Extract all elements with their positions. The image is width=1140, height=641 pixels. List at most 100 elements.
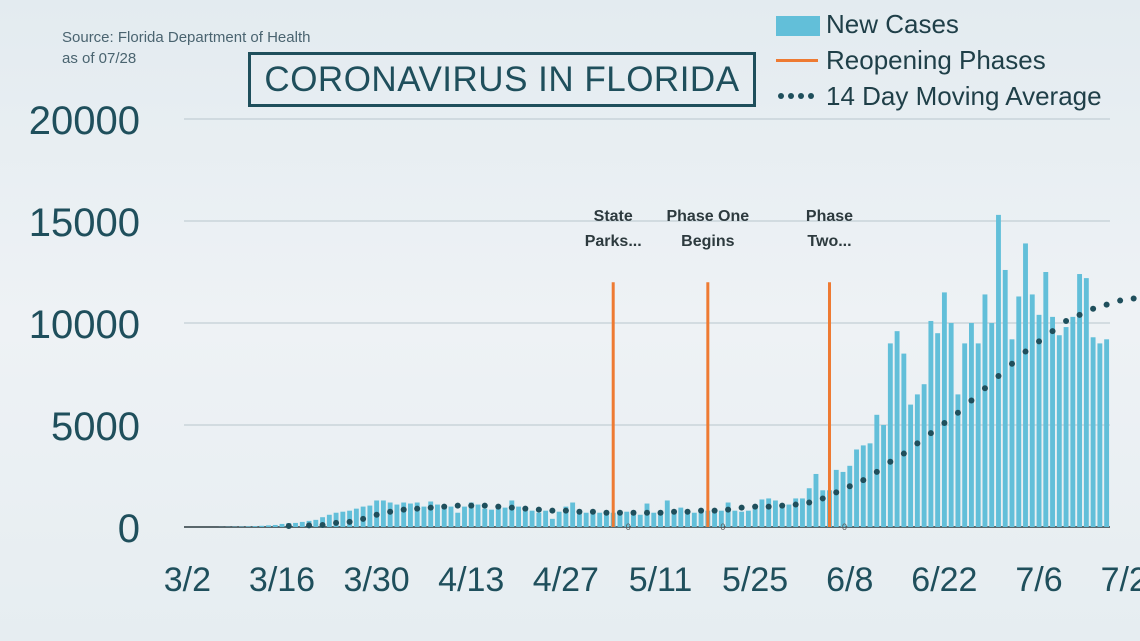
line-swatch-icon	[776, 47, 820, 73]
avg-point	[576, 508, 583, 515]
bar	[928, 320, 934, 527]
bar	[502, 507, 508, 527]
x-tick-label: 3/16	[249, 561, 315, 599]
bar	[576, 511, 582, 527]
y-tick-label: 20000	[29, 99, 140, 143]
dots-swatch-icon	[776, 83, 820, 109]
phase-label: Phase One	[666, 208, 749, 225]
y-tick-label: 5000	[51, 405, 140, 449]
bar	[617, 511, 623, 527]
avg-point	[1103, 301, 1110, 308]
avg-point	[833, 489, 840, 496]
bar	[340, 511, 346, 527]
avg-point	[779, 502, 786, 509]
bar	[1077, 274, 1083, 527]
avg-point	[657, 509, 664, 516]
bar	[1070, 316, 1076, 527]
bar	[779, 506, 785, 527]
avg-point	[846, 483, 853, 490]
bar	[394, 504, 400, 527]
bar	[1016, 296, 1022, 527]
bar	[631, 510, 636, 527]
avg-point	[414, 505, 421, 512]
avg-point	[1049, 328, 1056, 335]
bar	[962, 343, 968, 527]
bar	[712, 512, 718, 527]
bar	[293, 522, 298, 527]
bar	[698, 508, 704, 527]
bar	[935, 333, 941, 527]
chart-title: CORONAVIRUS IN FLORIDA	[248, 52, 756, 107]
bar	[941, 292, 947, 527]
y-tick-label: 0	[118, 507, 140, 551]
avg-point	[914, 440, 921, 447]
avg-point	[1036, 338, 1043, 345]
source-line: Source: Florida Department of Health	[62, 29, 311, 46]
bar	[604, 513, 609, 527]
avg-point	[806, 499, 813, 506]
bar	[570, 502, 576, 527]
bar	[894, 331, 900, 527]
bar	[529, 510, 535, 527]
avg-point	[306, 522, 313, 529]
y-tick-label: 15000	[29, 201, 140, 245]
bar	[745, 510, 751, 527]
avg-point	[819, 495, 826, 502]
avg-point	[1076, 311, 1083, 318]
x-tick-label: 6/22	[911, 561, 977, 599]
avg-point	[873, 468, 880, 475]
bar	[671, 510, 677, 527]
x-tick-label: 6/8	[826, 561, 873, 599]
avg-point	[792, 501, 799, 508]
bar	[583, 512, 589, 527]
legend-moving-average: 14 Day Moving Average	[776, 78, 1102, 114]
bar	[347, 510, 353, 527]
avg-point	[387, 508, 394, 515]
bar	[563, 506, 569, 527]
y-tick-label: 10000	[29, 303, 140, 347]
bar	[908, 404, 914, 527]
avg-point	[468, 502, 475, 509]
bar	[1104, 339, 1110, 527]
bar	[401, 502, 407, 527]
avg-point	[1117, 297, 1124, 304]
bar	[678, 507, 684, 527]
legend-label: Reopening Phases	[826, 44, 1046, 75]
bar	[407, 503, 413, 527]
avg-point	[454, 502, 461, 509]
bar	[887, 343, 893, 527]
x-tick-label: 4/13	[438, 561, 504, 599]
avg-point	[1008, 360, 1015, 367]
x-tick-label: 5/11	[629, 561, 693, 599]
bar	[881, 425, 887, 527]
bar	[1009, 339, 1015, 527]
avg-point	[900, 450, 907, 457]
bar	[921, 384, 927, 527]
phase-label: State	[594, 208, 633, 225]
bar	[772, 500, 778, 527]
avg-point	[400, 506, 407, 513]
bar	[969, 323, 974, 527]
bar	[718, 510, 724, 527]
phase-marker: 0	[842, 522, 847, 532]
bar	[664, 500, 670, 527]
bar	[691, 512, 697, 527]
bar	[813, 473, 819, 527]
avg-point	[981, 385, 988, 392]
bar	[428, 501, 434, 527]
bar	[380, 500, 386, 527]
bar	[685, 513, 690, 527]
bar	[266, 525, 271, 527]
bar	[353, 508, 359, 527]
bar	[448, 506, 454, 527]
avg-point	[887, 458, 894, 465]
avg-point	[481, 502, 488, 509]
bar	[272, 524, 278, 527]
x-tick-label: 3/30	[344, 561, 410, 599]
bar	[509, 500, 515, 527]
avg-point	[535, 506, 542, 513]
bar	[914, 394, 920, 527]
avg-point	[285, 522, 292, 529]
bar	[326, 514, 332, 527]
bar	[901, 353, 907, 527]
